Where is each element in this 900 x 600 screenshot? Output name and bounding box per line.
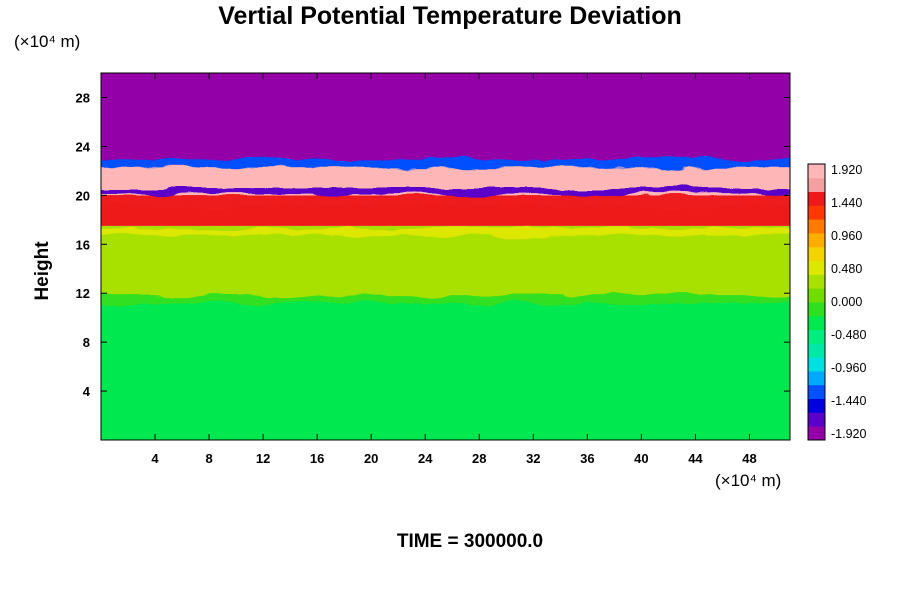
colorbar-frame: [807, 163, 826, 441]
colorbar-swatch: [808, 219, 825, 234]
plot-frame: [100, 72, 791, 441]
y-axis: 4 8 12 16 20 24 28: [76, 90, 790, 399]
field-texture-layer: [101, 196, 790, 206]
colorbar-swatch: [808, 315, 825, 330]
x-tick-label: 44: [688, 451, 703, 466]
x-tick-label: 4: [151, 451, 159, 466]
x-tick-label: 32: [526, 451, 540, 466]
colorbar-swatch: [808, 164, 825, 179]
colorbar-label: -1.920: [831, 427, 866, 441]
y-axis-unit: (×10⁴ m): [14, 32, 81, 51]
x-tick-label: 16: [310, 451, 324, 466]
x-tick-label: 28: [472, 451, 486, 466]
colorbar-swatch: [808, 288, 825, 303]
field-texture-layer: [101, 159, 790, 168]
x-tick-label: 20: [364, 451, 378, 466]
field-texture: [101, 159, 790, 303]
colorbar-swatch: [808, 329, 825, 344]
colorbar-label: 1.440: [831, 196, 862, 210]
x-tick-label: 8: [205, 451, 212, 466]
colorbar-swatch: [808, 260, 825, 275]
colorbar-label: 0.960: [831, 229, 862, 243]
colorbar-swatch: [808, 302, 825, 317]
colorbar-swatch: [808, 384, 825, 399]
x-axis: 4 8 12 16 20 24 28 32 36 40 44 48: [151, 73, 757, 466]
y-tick-label: 16: [76, 237, 90, 252]
field-texture-layer: [101, 295, 790, 303]
y-tick-label: 24: [76, 139, 91, 154]
field-band: [101, 299, 790, 440]
colorbar-swatch: [808, 205, 825, 220]
colorbar-swatch: [808, 398, 825, 413]
colorbar-label: -0.480: [831, 328, 866, 342]
field-texture-layer: [101, 228, 790, 236]
colorbar-swatch: [808, 233, 825, 248]
field-band: [101, 73, 790, 165]
y-tick-label: 12: [76, 286, 90, 301]
chart-title: Vertial Potential Temperature Deviation: [218, 2, 682, 30]
y-tick-label: 8: [83, 335, 90, 350]
colorbar-swatch: [808, 426, 825, 441]
y-tick-label: 28: [76, 90, 90, 105]
colorbar: 1.920 1.440 0.960 0.480 0.000 -0.480 -0.960 -1.…: [807, 163, 866, 441]
x-tick-label: 36: [580, 451, 594, 466]
colorbar-label: 1.920: [831, 163, 862, 177]
colorbar-label: -0.960: [831, 361, 866, 375]
field-texture-layer: [101, 187, 790, 195]
colorbar-label: 0.000: [831, 295, 862, 309]
y-tick-label: 20: [76, 188, 90, 203]
x-tick-label: 40: [634, 451, 648, 466]
field-band: [101, 225, 790, 300]
colorbar-swatch: [808, 412, 825, 427]
x-axis-unit: (×10⁴ m): [715, 471, 782, 490]
time-label: TIME = 300000.0: [396, 531, 544, 552]
colorbar-swatch: [808, 357, 825, 372]
x-tick-label: 48: [742, 451, 756, 466]
y-tick-label: 4: [83, 384, 91, 399]
colorbar-swatch: [808, 191, 825, 206]
colorbar-swatch: [808, 246, 825, 261]
x-tick-label: 24: [418, 451, 433, 466]
colorbar-swatch: [808, 177, 825, 192]
colorbar-swatch: [808, 274, 825, 289]
colorbar-swatch: [808, 371, 825, 386]
colorbar-swatch: [808, 343, 825, 358]
x-tick-label: 12: [256, 451, 270, 466]
colorbar-label: -1.440: [831, 394, 866, 408]
colorbar-label: 0.480: [831, 262, 862, 276]
contour-field: [101, 73, 790, 440]
